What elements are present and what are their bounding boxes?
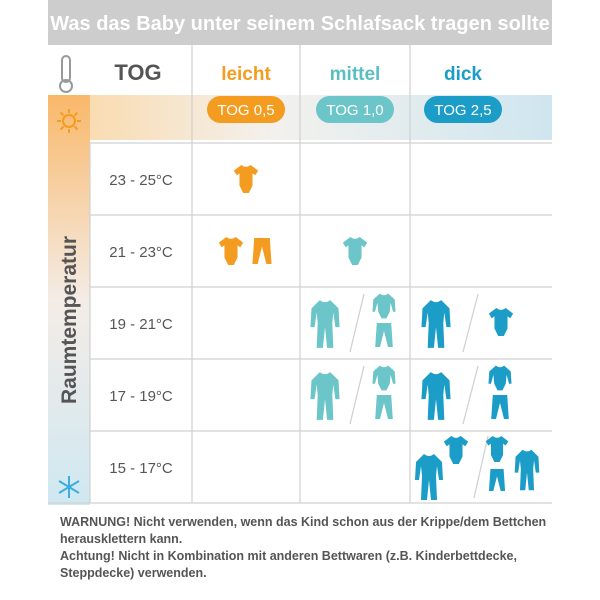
column-name: dick <box>444 64 482 85</box>
divider <box>462 293 479 353</box>
sleepsuit-icon <box>421 372 451 420</box>
tog-pill <box>424 96 502 123</box>
sleepsuit-icon <box>421 300 451 348</box>
column-name: leicht <box>221 64 271 85</box>
cell-dividers <box>349 293 489 499</box>
note-text: Achtung! Nicht in Kombination mit andere… <box>60 549 517 580</box>
grid <box>48 45 552 504</box>
divider <box>473 435 489 499</box>
title: Was das Baby unter seinem Schlafsack tra… <box>50 13 549 35</box>
tog-value: TOG 0,5 <box>217 102 274 119</box>
sun-icon <box>57 109 81 133</box>
row-label: 17 - 19°C <box>109 388 173 405</box>
pants-icon <box>375 323 393 347</box>
bodysuit-icon <box>218 237 244 265</box>
sleepsuit-icon <box>514 449 540 491</box>
longsleeve-icon <box>372 365 396 391</box>
bodysuit-icon <box>443 436 469 464</box>
row-axis-label: Raumtemperatur <box>58 236 81 404</box>
tog-value: TOG 2,5 <box>434 102 491 119</box>
corner-label: TOG <box>114 60 161 85</box>
pants-icon <box>375 395 393 419</box>
longsleeve-icon <box>372 293 396 319</box>
icons-dick <box>415 300 540 500</box>
divider <box>462 365 479 425</box>
longsleeve-icon <box>488 365 512 391</box>
row-label: 21 - 23°C <box>109 244 173 261</box>
chart-graphic: Was das Baby unter seinem Schlafsack tra… <box>48 0 552 505</box>
footer: WARNUNG! Nicht verwenden, wenn das Kind … <box>60 514 550 582</box>
bodysuit-icon <box>488 308 514 336</box>
row-label: 19 - 21°C <box>109 316 173 333</box>
warning-text: WARNUNG! Nicht verwenden, wenn das Kind … <box>60 515 547 546</box>
row-label: 23 - 25°C <box>109 172 173 189</box>
column-name: mittel <box>330 64 381 85</box>
title-bar <box>48 0 552 45</box>
side-band <box>48 95 90 505</box>
tog-pill <box>316 96 394 123</box>
thermometer-icon <box>59 55 73 93</box>
divider <box>349 293 365 353</box>
pants-icon <box>491 395 509 419</box>
bodysuit-icon <box>233 165 259 193</box>
sleepsuit-icon <box>415 454 443 500</box>
pants-icon <box>488 469 506 491</box>
sleepsuit-icon <box>310 372 340 420</box>
pants-icon <box>252 238 272 264</box>
sleepsuit-icon <box>310 300 340 348</box>
snowflake-icon <box>58 476 80 498</box>
row-label: 15 - 17°C <box>109 460 173 477</box>
divider <box>349 365 365 425</box>
bodysuit-icon <box>342 237 368 265</box>
bodysuit-icon <box>485 436 509 462</box>
tog-value: TOG 1,0 <box>326 102 383 119</box>
tog-pill <box>207 96 285 123</box>
icons-mittel <box>310 237 396 420</box>
